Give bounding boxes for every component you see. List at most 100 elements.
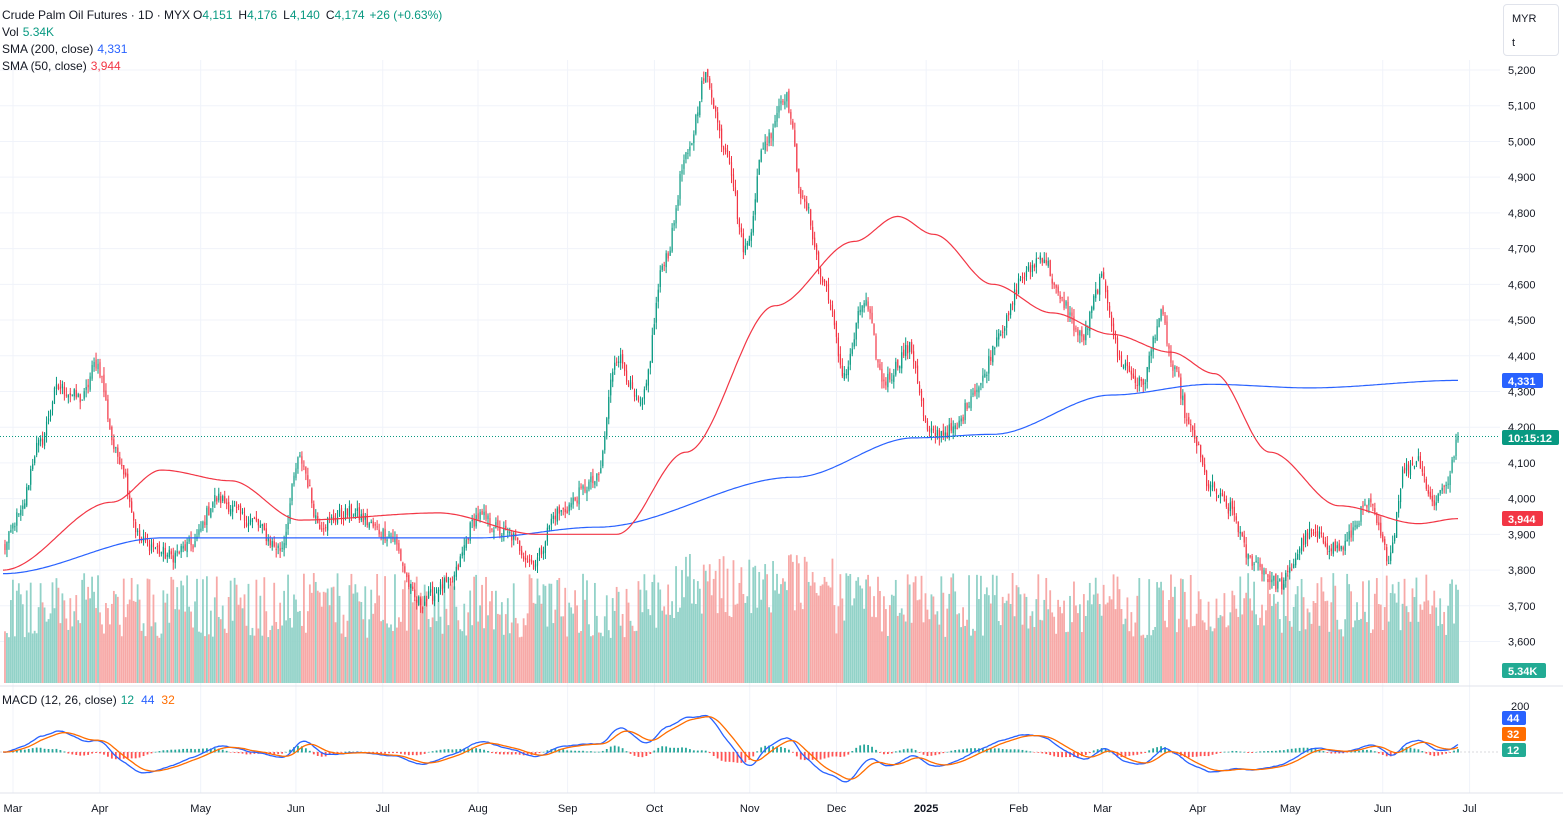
volume-bar (570, 607, 573, 683)
candle-body (374, 524, 376, 526)
macd-histogram-bar (1263, 751, 1265, 753)
volume-bar (768, 607, 771, 683)
sma200-label: SMA (200, close) (2, 42, 94, 56)
candle-body (59, 386, 62, 390)
volume-bar (1037, 574, 1040, 683)
volume-bar (546, 626, 549, 683)
candle-body (424, 601, 426, 606)
candle-body (1085, 326, 1087, 341)
macd-histogram-bar (593, 751, 596, 753)
volume-label: Vol (2, 25, 19, 39)
macd-histogram-bar (799, 752, 802, 760)
volume-bar (683, 597, 685, 683)
volume-bar (1170, 574, 1172, 683)
svg-text:3,944: 3,944 (1508, 514, 1536, 526)
candle-body (43, 433, 46, 446)
volume-bar (760, 599, 763, 683)
volume-bar (934, 614, 937, 683)
candle-body (1384, 538, 1386, 545)
volume-bar (1073, 581, 1075, 683)
volume-bar (510, 622, 513, 683)
candle-body (841, 365, 843, 377)
volume-bar (376, 574, 379, 683)
volume-bar (993, 595, 996, 683)
candle-body (362, 513, 364, 522)
candle-body (433, 593, 436, 602)
symbol-title[interactable]: Crude Palm Oil Futures · 1D · MYX (2, 8, 191, 22)
volume-bar (1255, 614, 1257, 683)
volume-bar (1290, 626, 1293, 683)
volume-bar (1298, 630, 1301, 683)
volume-bar (1019, 594, 1022, 683)
macd-histogram-bar (1104, 749, 1107, 753)
svg-text:44: 44 (1507, 713, 1520, 725)
macd-histogram-bar (918, 752, 921, 753)
macd-histogram-bar (1164, 747, 1166, 753)
candle-body (1178, 371, 1180, 377)
candle-body (509, 531, 511, 534)
candle-body (827, 284, 830, 301)
volume-bar (1455, 584, 1457, 683)
sma50-legend[interactable]: SMA (50, close) 3,944 (2, 58, 121, 74)
volume-bar (839, 574, 842, 683)
macd-histogram-bar (609, 746, 612, 753)
volume-bar (1231, 590, 1234, 683)
candle-body (1417, 456, 1420, 460)
volume-bar (489, 601, 491, 683)
macd-histogram-bar (273, 752, 276, 755)
macd-histogram-bar (514, 752, 517, 755)
sma200-legend[interactable]: SMA (200, close) 4,331 (2, 41, 127, 57)
candle-body (1000, 334, 1002, 336)
volume-bar (724, 612, 727, 683)
volume-bar (619, 625, 622, 683)
candle-body (1029, 265, 1032, 273)
volume-bar (356, 592, 359, 683)
macd-histogram-bar (388, 752, 390, 754)
volume-bar (966, 619, 968, 683)
volume-bar (944, 636, 947, 683)
macd-histogram-bar (629, 752, 632, 754)
candle-body (1108, 305, 1111, 315)
macd-histogram-bar (993, 748, 996, 753)
candle-body (740, 227, 742, 233)
candle-body (657, 289, 659, 302)
volume-bar (987, 595, 990, 683)
candle-body (530, 559, 533, 563)
candle-body (719, 124, 721, 131)
macd-legend[interactable]: MACD (12, 26, close) 12 44 32 (2, 692, 175, 708)
candle-body (123, 465, 125, 475)
sma50-label: SMA (50, close) (2, 59, 87, 73)
volume-bar (205, 576, 208, 683)
candle-body (782, 100, 784, 103)
candle-body (992, 345, 994, 363)
candle-body (691, 143, 693, 146)
candle-body (1196, 437, 1198, 447)
candle-body (93, 362, 95, 367)
candle-body (1146, 367, 1148, 382)
candle-body (79, 394, 81, 403)
macd-histogram-bar (1377, 752, 1380, 754)
macd-histogram-bar (1310, 748, 1313, 753)
candle-body (172, 555, 174, 563)
volume-bar (207, 634, 210, 683)
volume-bar (261, 635, 264, 683)
volume-bar (1449, 583, 1451, 683)
macd-histogram-bar (875, 749, 877, 753)
volume-bar (609, 637, 612, 683)
candle-body (922, 398, 925, 417)
volume-bar (823, 576, 826, 683)
price-tick-label: 3,700 (1508, 601, 1536, 613)
candle-body (1205, 470, 1208, 487)
volume-legend[interactable]: Vol 5.34K (2, 24, 54, 40)
volume-bar (817, 595, 820, 683)
candle-body (707, 69, 709, 77)
volume-bar (69, 598, 72, 683)
currency-unit-selector[interactable]: MYR t (1503, 4, 1559, 56)
volume-bar (744, 602, 747, 683)
candle-body (1449, 474, 1451, 486)
candle-body (453, 574, 455, 583)
volume-bar (1457, 589, 1459, 683)
volume-bar (425, 591, 428, 683)
